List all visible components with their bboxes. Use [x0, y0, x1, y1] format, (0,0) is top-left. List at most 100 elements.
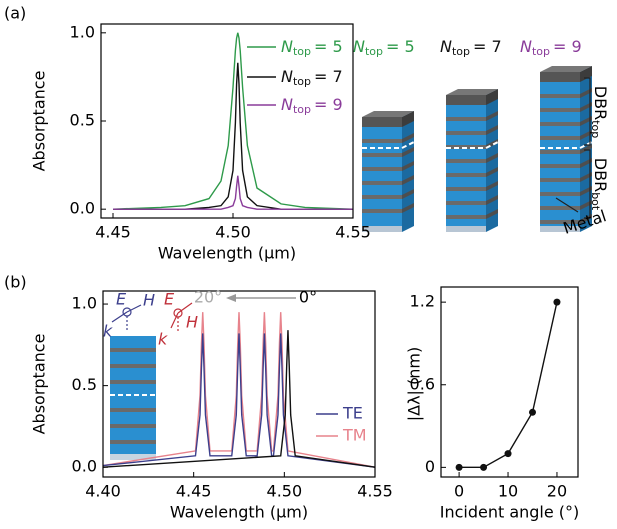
inset-layer — [110, 440, 156, 444]
stack-stripe — [362, 153, 402, 157]
stack-stripe — [486, 195, 498, 205]
subscript: top — [293, 75, 311, 88]
stack-stripe — [540, 164, 580, 168]
stack-dash — [362, 141, 415, 149]
stack-stripe — [402, 147, 414, 157]
dbr-top-label: DBRtop — [589, 86, 611, 138]
stack-stripe — [446, 173, 486, 177]
stack-stripe — [580, 172, 592, 182]
stack-stripe — [540, 94, 580, 98]
series-line — [102, 312, 376, 468]
plot-frame — [440, 286, 579, 478]
stack-stripe — [446, 187, 486, 191]
inset-layer — [110, 336, 156, 460]
stack-stripe — [580, 130, 592, 140]
bracket — [584, 77, 591, 219]
plot-frame — [102, 290, 376, 478]
stack-stripe — [486, 167, 498, 177]
field-icons — [111, 302, 193, 332]
stack-stripe — [362, 167, 402, 171]
series-line — [102, 333, 376, 468]
stack-cap — [362, 117, 402, 127]
y-axis-label: Absorptance — [30, 71, 49, 172]
x-tick-label: 0 — [454, 482, 464, 501]
stack-dash — [540, 141, 593, 149]
inset-layer — [110, 380, 156, 384]
dbr-text: DBR — [592, 158, 611, 192]
subscript: top — [532, 45, 550, 58]
metal-arrow — [555, 197, 579, 213]
x-tick-label: 4.45 — [176, 482, 212, 501]
stack-stripe — [486, 125, 498, 135]
inset-stack — [110, 336, 156, 460]
sub-label: Ntop = 7 — [281, 67, 343, 89]
marker — [455, 463, 463, 471]
stack-stripe — [580, 200, 592, 210]
y-tick-label: 0.5 — [72, 375, 97, 394]
y-tick-label: 1.2 — [410, 292, 435, 311]
stack-stripe — [402, 133, 414, 143]
x-axis-label: Wavelength (µm) — [170, 503, 308, 522]
x-axis-label: Incident angle (°) — [440, 503, 580, 522]
sub-label: Ntop = 5 — [281, 37, 343, 59]
symbol: N — [353, 37, 365, 56]
stack-cap — [540, 72, 580, 82]
stack-stripe — [486, 153, 498, 163]
y-tick-label: 1.0 — [70, 22, 95, 41]
inset-label: E — [116, 290, 127, 309]
field-arrow — [126, 304, 142, 313]
stack-stripe — [402, 175, 414, 185]
stack-stripe — [580, 186, 592, 196]
y-tick-label: 0.0 — [72, 457, 97, 476]
stack-top — [446, 89, 498, 95]
marker — [528, 408, 536, 416]
stack-stripe — [486, 111, 498, 121]
sub-label: Ntop = 5 — [353, 37, 415, 59]
dbr-sub: bot — [589, 192, 602, 211]
x-tick-label: 10 — [498, 482, 518, 501]
series-line — [113, 62, 353, 210]
stack-stripe — [540, 178, 580, 182]
symbol: N — [281, 95, 293, 114]
stack-stripe — [446, 159, 486, 163]
inset-label: k — [103, 322, 113, 341]
annotation: 20° — [194, 288, 222, 307]
inset-layer — [110, 424, 156, 428]
stack-stripe — [446, 131, 486, 135]
rest: = 5 — [386, 37, 415, 56]
inset-layer — [110, 348, 156, 352]
stack-stripe — [580, 88, 592, 98]
x-tick-label: 20 — [547, 482, 567, 501]
series-line — [112, 32, 354, 210]
stack-stripe — [362, 139, 402, 143]
sub-label: Ntop = 9 — [281, 95, 343, 117]
stack-stripe — [446, 215, 486, 219]
stack-stripe — [580, 214, 592, 224]
symbol: N — [440, 37, 452, 56]
stack-stripe — [446, 117, 486, 121]
x-tick-label: 4.50 — [267, 482, 303, 501]
stack-front — [446, 95, 486, 232]
y-tick-label: 0.5 — [70, 111, 95, 130]
stack-top — [362, 111, 414, 117]
stack-front — [362, 117, 402, 232]
inset-layer — [110, 408, 156, 412]
y-axis-label: Absorptance — [30, 334, 49, 435]
legend-label: TM — [342, 426, 367, 445]
series-line — [113, 175, 353, 210]
inset-label: H — [186, 313, 198, 332]
dbr-sub: top — [589, 120, 602, 138]
x-tick-label: 4.55 — [335, 223, 371, 242]
stack-stripe — [486, 181, 498, 191]
x-tick-label: 4.50 — [215, 223, 251, 242]
stack-stripe — [486, 209, 498, 219]
stack-stripe — [540, 108, 580, 112]
rest: = 7 — [314, 67, 343, 86]
rest: = 9 — [553, 37, 582, 56]
sub-label: Ntop = 9 — [520, 37, 582, 59]
y-tick-label: 1.0 — [72, 294, 97, 313]
stack-cap — [446, 95, 486, 105]
stack-stripe — [580, 102, 592, 112]
field-arrow — [177, 302, 193, 314]
